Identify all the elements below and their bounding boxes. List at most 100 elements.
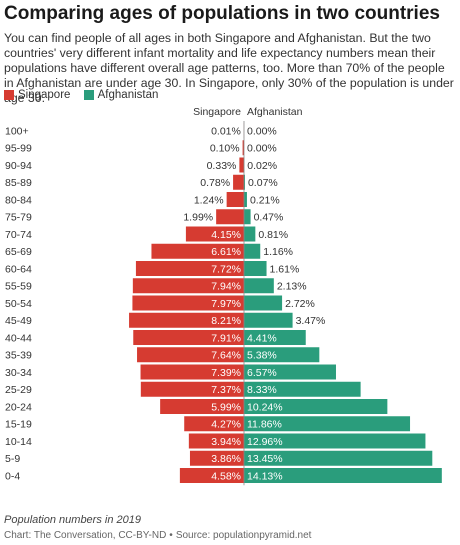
bar-afghanistan [244, 174, 245, 190]
chart-title: Comparing ages of populations in two cou… [4, 3, 440, 24]
category-label: 40-44 [5, 332, 32, 344]
legend-swatch-afghanistan [83, 90, 94, 100]
data-label-afghanistan: 13.45% [247, 453, 283, 465]
data-label-singapore: 4.58% [211, 470, 241, 482]
category-label: 35-39 [5, 350, 32, 362]
data-label-singapore: 0.78% [200, 177, 230, 189]
legend-swatch-singapore [4, 90, 14, 100]
bar-singapore [188, 433, 244, 449]
data-label-afghanistan: 0.47% [254, 212, 284, 224]
source-credit: Source: populationpyramid.net [175, 530, 312, 541]
footnote: Population numbers in 2019 [4, 514, 141, 526]
bar-afghanistan [244, 468, 442, 483]
bar-singapore [135, 261, 244, 276]
data-label-singapore: 3.86% [211, 453, 241, 465]
bar-singapore [226, 192, 244, 207]
bar-afghanistan [244, 381, 361, 397]
category-label: 15-19 [5, 419, 32, 431]
bar-singapore [239, 157, 244, 173]
bar-afghanistan [244, 243, 261, 259]
legend-label-singapore: Singapore [18, 89, 71, 101]
legend-label-afghanistan: Afghanistan [97, 89, 159, 101]
data-label-afghanistan: 0.07% [248, 177, 278, 189]
category-label: 20-24 [5, 401, 32, 413]
data-label-singapore: 4.15% [211, 229, 241, 241]
data-label-singapore: 4.27% [211, 419, 241, 431]
data-label-singapore: 7.97% [211, 298, 241, 310]
data-label-singapore: 8.21% [211, 315, 241, 327]
data-label-afghanistan: 0.81% [258, 229, 288, 241]
bar-singapore [233, 174, 244, 190]
legend-item-singapore: Singapore [4, 89, 70, 101]
data-label-afghanistan: 12.96% [247, 436, 283, 448]
bar-singapore [216, 209, 244, 225]
data-label-afghanistan: 0.21% [250, 194, 280, 206]
category-label: 80-84 [5, 194, 32, 206]
data-label-singapore: 7.91% [211, 332, 241, 344]
bar-singapore [133, 330, 244, 345]
data-label-singapore: 0.10% [210, 143, 240, 155]
population-pyramid-chart: Singapore Afghanistan 100+ 0.01% 0.00% 95-99 0… [5, 106, 442, 486]
bar-afghanistan [244, 450, 433, 466]
category-label: 25-29 [5, 384, 32, 396]
data-label-singapore: 7.64% [211, 350, 241, 362]
bar-singapore [184, 416, 244, 432]
data-label-afghanistan: 1.16% [263, 246, 293, 258]
column-header-afghanistan: Afghanistan [247, 106, 303, 118]
bar-afghanistan [244, 295, 283, 311]
bar-afghanistan [244, 312, 293, 328]
data-label-afghanistan: 5.38% [247, 350, 277, 362]
bar-singapore [140, 364, 244, 380]
category-label: 95-99 [5, 143, 32, 155]
data-label-singapore: 6.61% [211, 246, 241, 258]
bar-singapore [132, 295, 244, 311]
bar-afghanistan [244, 433, 426, 449]
data-label-singapore: 3.94% [211, 436, 241, 448]
category-label: 0-4 [5, 470, 20, 482]
data-label-singapore: 7.72% [211, 263, 241, 275]
category-label: 70-74 [5, 229, 32, 241]
legend: Singapore Afghanistan [4, 89, 168, 103]
data-label-afghanistan: 1.61% [270, 263, 300, 275]
bar-singapore [151, 243, 244, 259]
category-label: 45-49 [5, 315, 32, 327]
data-label-singapore: 0.33% [207, 160, 237, 172]
category-label: 65-69 [5, 246, 32, 258]
data-label-singapore: 5.99% [211, 401, 241, 413]
bar-singapore [129, 312, 244, 328]
category-label: 75-79 [5, 212, 32, 224]
data-label-afghanistan: 10.24% [247, 401, 283, 413]
bar-singapore [140, 381, 244, 397]
data-label-afghanistan: 3.47% [296, 315, 326, 327]
bar-afghanistan [244, 399, 388, 414]
bar-singapore [160, 399, 244, 414]
data-label-singapore: 7.94% [211, 281, 241, 293]
bar-singapore [179, 468, 244, 483]
category-label: 60-64 [5, 263, 32, 275]
source-line: Chart: The Conversation, CC-BY-ND • Source… [4, 530, 311, 541]
legend-item-afghanistan: Afghanistan [83, 89, 159, 101]
category-label: 5-9 [5, 453, 20, 465]
category-label: 30-34 [5, 367, 32, 379]
bar-afghanistan [244, 347, 320, 363]
category-label: 85-89 [5, 177, 32, 189]
data-label-afghanistan: 6.57% [247, 367, 277, 379]
data-label-afghanistan: 2.72% [285, 298, 315, 310]
category-label: 10-14 [5, 436, 32, 448]
bar-afghanistan [244, 192, 247, 207]
data-label-singapore: 0.01% [211, 125, 241, 137]
bar-afghanistan [244, 278, 274, 294]
data-label-singapore: 1.99% [183, 212, 213, 224]
data-label-afghanistan: 11.86% [247, 419, 282, 431]
bar-afghanistan [244, 209, 251, 225]
data-label-afghanistan: 2.13% [277, 281, 307, 293]
bar-afghanistan [244, 261, 267, 276]
data-label-afghanistan: 14.13% [247, 470, 283, 482]
bar-singapore [132, 278, 244, 294]
category-label: 90-94 [5, 160, 32, 172]
category-label: 100+ [5, 125, 29, 137]
chart-subtitle: You can find people of all ages in both … [4, 31, 454, 105]
data-label-singapore: 7.39% [211, 367, 241, 379]
data-label-singapore: 7.37% [211, 384, 241, 396]
data-label-afghanistan: 0.02% [247, 160, 277, 172]
